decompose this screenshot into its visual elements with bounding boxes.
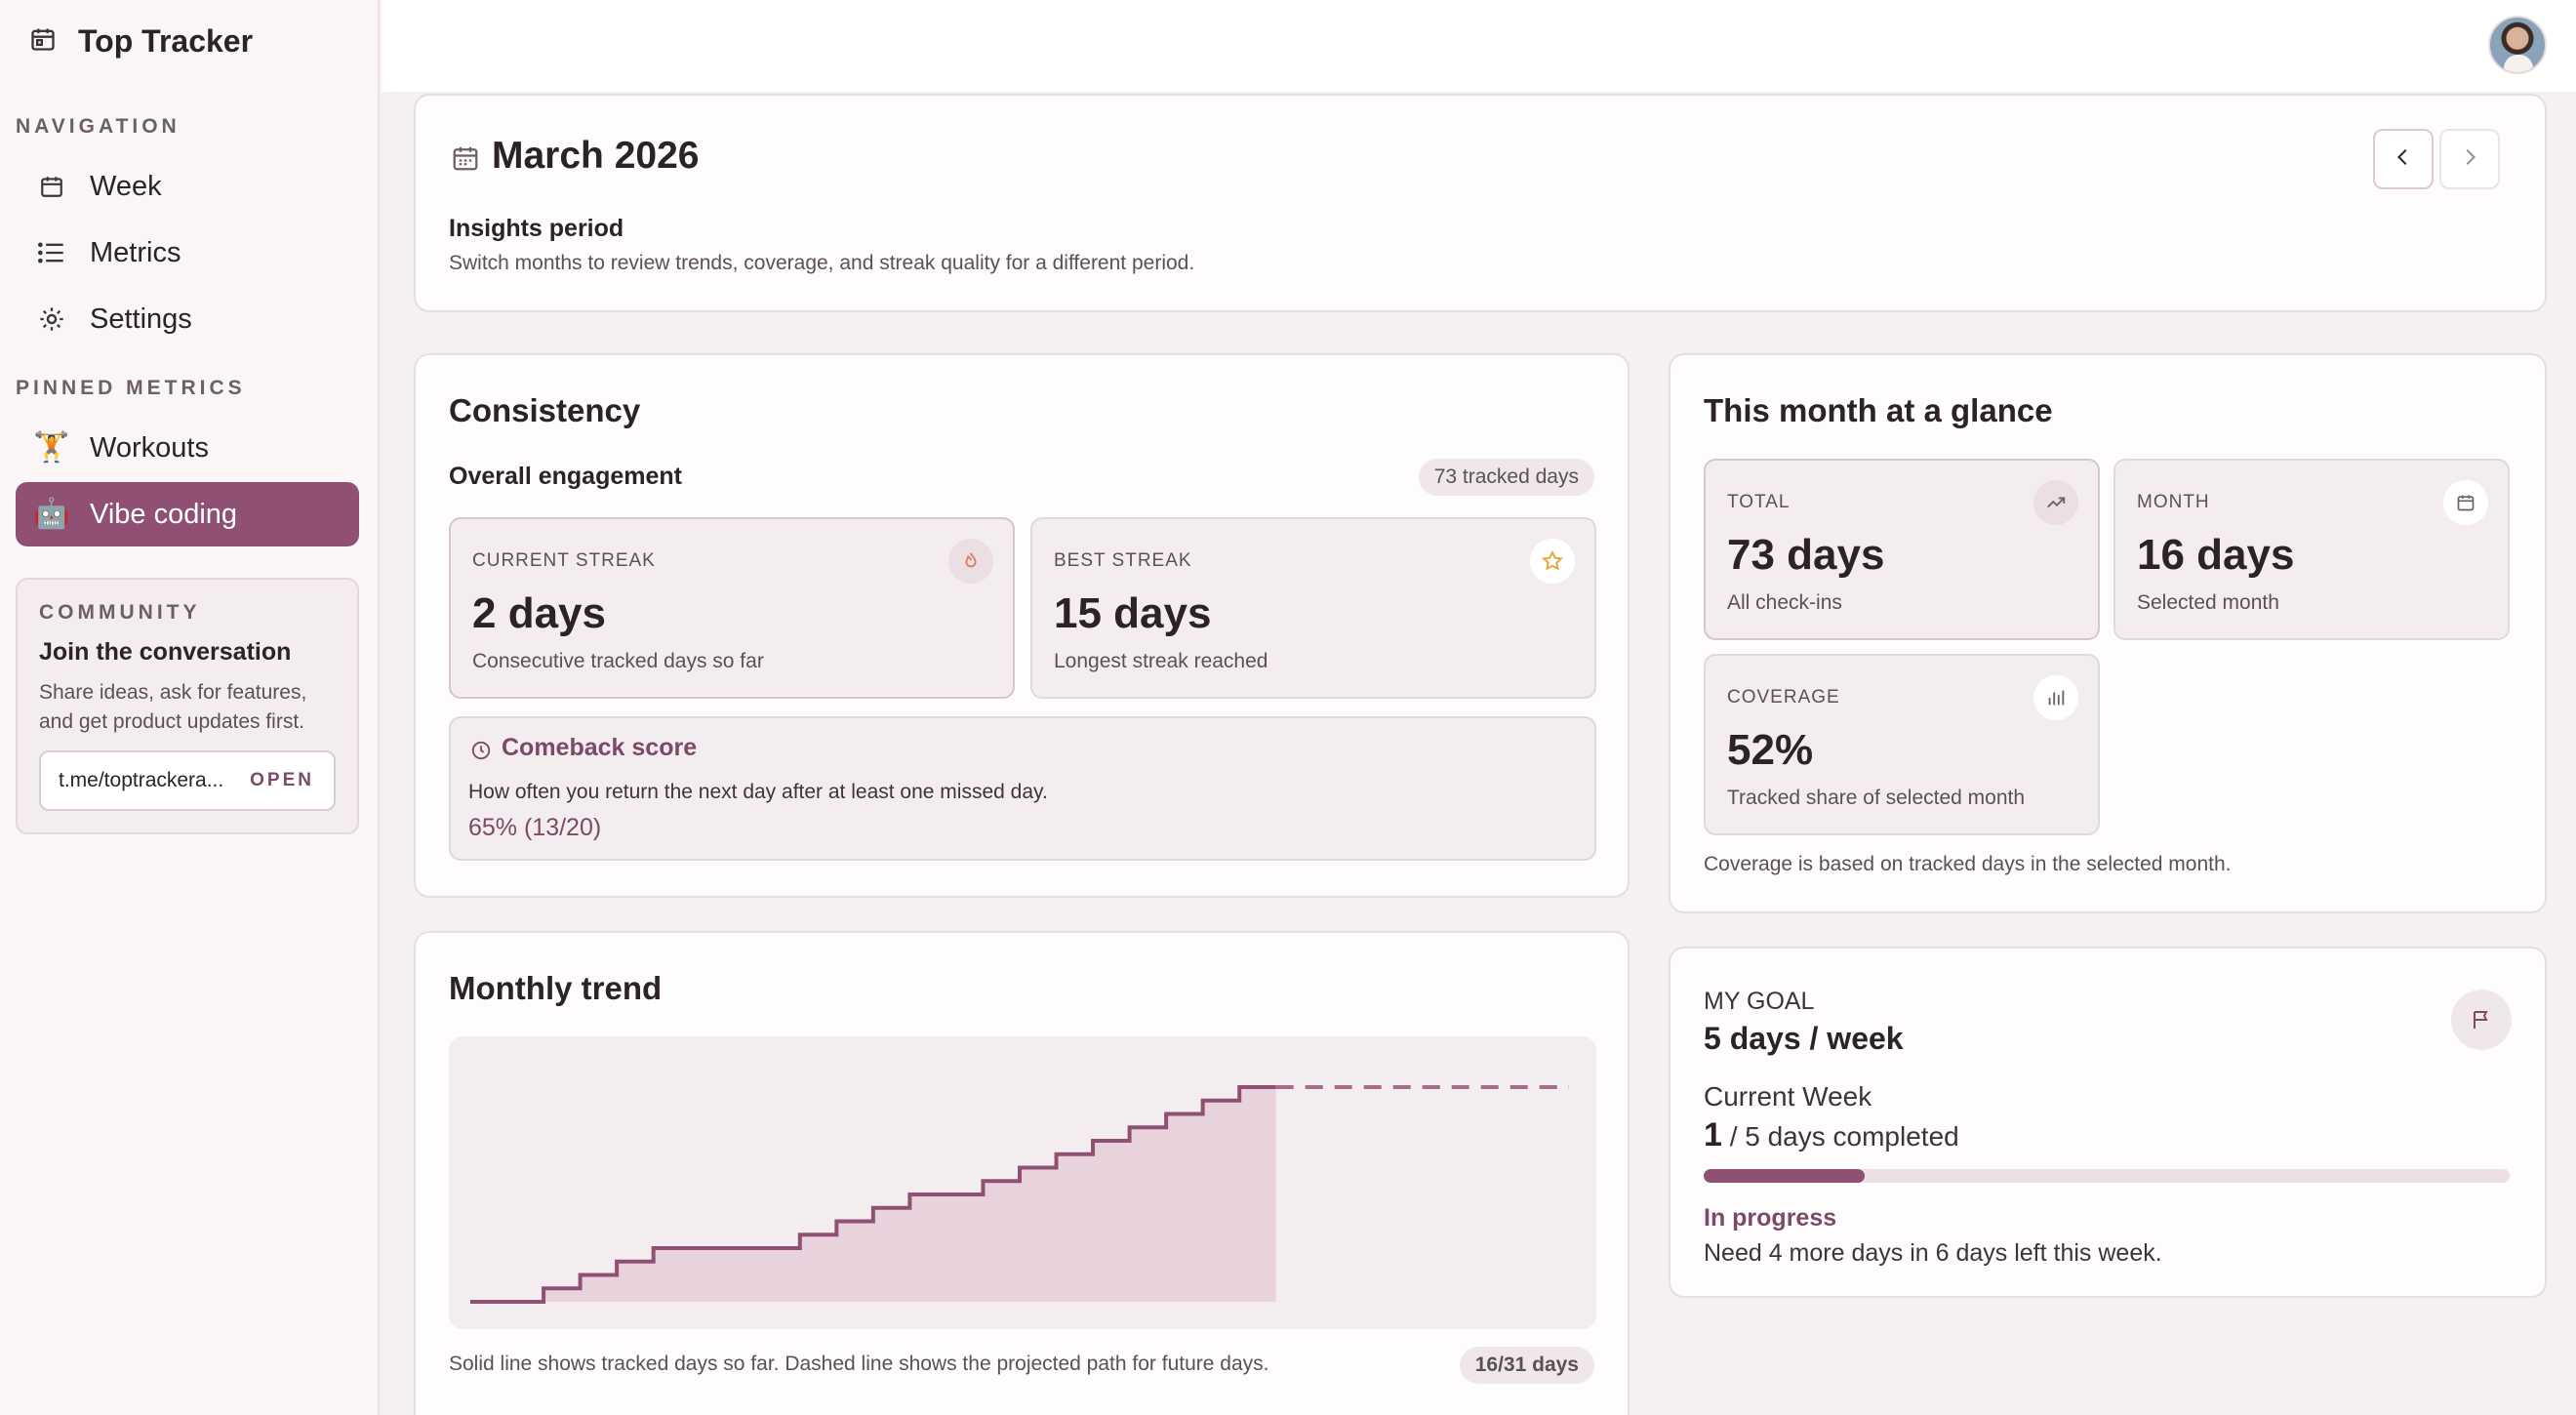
avatar[interactable] <box>2488 16 2547 74</box>
goal-progress-bar <box>1704 1169 2510 1183</box>
goal-status-description: Need 4 more days in 6 days left this wee… <box>1704 1239 2162 1267</box>
sidebar-item-label: Workouts <box>90 431 209 464</box>
chart-note: Solid line shows tracked days so far. Da… <box>449 1353 1269 1375</box>
community-label: COMMUNITY <box>39 601 201 624</box>
weightlifter-icon: 🏋️ <box>33 431 70 464</box>
calendar-icon <box>451 142 480 179</box>
stat-subtitle: Longest streak reached <box>1054 650 1268 672</box>
stat-subtitle: Selected month <box>2137 591 2279 614</box>
app-title: Top Tracker <box>78 23 254 59</box>
stat-value: 16 days <box>2137 531 2295 579</box>
goal-status-title: In progress <box>1704 1204 1837 1232</box>
star-icon <box>1530 539 1575 584</box>
best-streak-card: BEST STREAK 15 days Longest streak reach… <box>1030 517 1596 699</box>
month-card: March 2026 Insights period Switch months… <box>414 94 2547 312</box>
sidebar-item-settings[interactable]: Settings <box>16 287 359 351</box>
glance-title: This month at a glance <box>1704 392 2053 428</box>
stat-label: COVERAGE <box>1727 687 1840 708</box>
clock-icon <box>470 740 492 766</box>
stat-value: 2 days <box>472 589 606 637</box>
stat-value: 73 days <box>1727 531 1885 579</box>
stat-subtitle: Consecutive tracked days so far <box>472 650 764 672</box>
stat-subtitle: Tracked share of selected month <box>1727 787 2026 809</box>
month-glance-card: This month at a glance TOTAL 73 days All… <box>1669 353 2547 913</box>
stat-subtitle: All check-ins <box>1727 591 1842 614</box>
current-streak-card: CURRENT STREAK 2 days Consecutive tracke… <box>449 517 1015 699</box>
monthly-trend-title: Monthly trend <box>449 970 663 1006</box>
tracked-line <box>470 1085 1276 1304</box>
sidebar-item-vibe-coding[interactable]: 🤖 Vibe coding <box>16 482 359 546</box>
month-stat-card: MONTH 16 days Selected month <box>2113 459 2510 640</box>
calendar-icon <box>37 172 66 201</box>
insights-period-description: Switch months to review trends, coverage… <box>449 252 1195 274</box>
community-title: Join the conversation <box>39 638 292 666</box>
community-link[interactable]: t.me/toptrackera... OPEN <box>39 750 336 811</box>
consistency-card: Consistency Overall engagement 73 tracke… <box>414 353 1630 898</box>
community-description: Share ideas, ask for features, and get p… <box>39 681 307 733</box>
consistency-title: Consistency <box>449 392 641 428</box>
coverage-stat-card: COVERAGE 52% Tracked share of selected m… <box>1704 654 2100 835</box>
sidebar-item-label: Settings <box>90 303 192 335</box>
sidebar-item-workouts[interactable]: 🏋️ Workouts <box>16 416 359 480</box>
sidebar-item-week[interactable]: Week <box>16 154 359 219</box>
monthly-trend-card: Monthly trend Solid line shows tracked d… <box>414 931 1630 1415</box>
next-month-button[interactable] <box>2439 129 2500 189</box>
chevron-left-icon <box>2393 146 2414 173</box>
stat-label: BEST STREAK <box>1054 550 1192 571</box>
open-button[interactable]: OPEN <box>250 770 314 790</box>
current-week-label: Current Week <box>1704 1081 1872 1112</box>
top-bar <box>382 0 2576 92</box>
current-week-count: 1 / 5 days completed <box>1704 1116 1959 1154</box>
navigation-label: NAVIGATION <box>16 115 181 138</box>
comeback-score-value: 65% (13/20) <box>468 814 602 841</box>
calendar-icon <box>2443 480 2488 525</box>
goal-label: MY GOAL <box>1704 988 1815 1015</box>
comeback-score-description: How often you return the next day after … <box>468 781 1048 803</box>
stat-label: TOTAL <box>1727 492 1791 512</box>
goal-card: MY GOAL 5 days / week Current Week 1 / 5… <box>1669 947 2547 1298</box>
completed-suffix: / 5 days completed <box>1721 1121 1959 1152</box>
total-stat-card: TOTAL 73 days All check-ins <box>1704 459 2100 640</box>
trending-up-icon <box>2033 480 2078 525</box>
sidebar: Top Tracker NAVIGATION Week Metrics Sett… <box>0 0 380 1415</box>
previous-month-button[interactable] <box>2373 129 2434 189</box>
stat-label: MONTH <box>2137 492 2210 512</box>
comeback-score-title: Comeback score <box>502 734 698 761</box>
month-title: March 2026 <box>492 135 700 177</box>
insights-period-title: Insights period <box>449 215 624 242</box>
list-icon <box>37 238 66 267</box>
completed-count: 1 <box>1704 1116 1722 1153</box>
sidebar-item-label: Metrics <box>90 236 181 268</box>
coverage-note: Coverage is based on tracked days in the… <box>1704 853 2232 875</box>
sidebar-item-label: Vibe coding <box>90 498 238 530</box>
trend-chart-svg <box>470 1085 1569 1304</box>
app-logo-icon <box>29 25 57 58</box>
comeback-score-card: Comeback score How often you return the … <box>449 716 1596 861</box>
community-url[interactable]: t.me/toptrackera... <box>59 769 224 791</box>
overall-engagement-heading: Overall engagement <box>449 463 682 490</box>
monthly-trend-chart <box>449 1036 1596 1329</box>
bar-chart-icon <box>2033 675 2078 720</box>
stat-value: 52% <box>1727 726 1814 774</box>
community-card: COMMUNITY Join the conversation Share id… <box>16 578 359 834</box>
stat-label: CURRENT STREAK <box>472 550 656 571</box>
chevron-right-icon <box>2459 146 2480 173</box>
sidebar-item-label: Week <box>90 170 162 202</box>
robot-icon: 🤖 <box>33 498 70 530</box>
tracked-days-badge: 73 tracked days <box>1418 459 1594 496</box>
sidebar-item-metrics[interactable]: Metrics <box>16 221 359 285</box>
flame-icon <box>948 539 993 584</box>
flag-icon[interactable] <box>2451 990 2512 1050</box>
goal-value: 5 days / week <box>1704 1021 1904 1056</box>
tracked-area <box>470 1087 1276 1302</box>
pinned-metrics-label: PINNED METRICS <box>16 377 246 399</box>
stat-value: 15 days <box>1054 589 1212 637</box>
days-progress-badge: 16/31 days <box>1459 1347 1594 1384</box>
brand[interactable]: Top Tracker <box>29 23 253 60</box>
gear-icon <box>37 304 66 334</box>
goal-progress-fill <box>1704 1169 1866 1183</box>
